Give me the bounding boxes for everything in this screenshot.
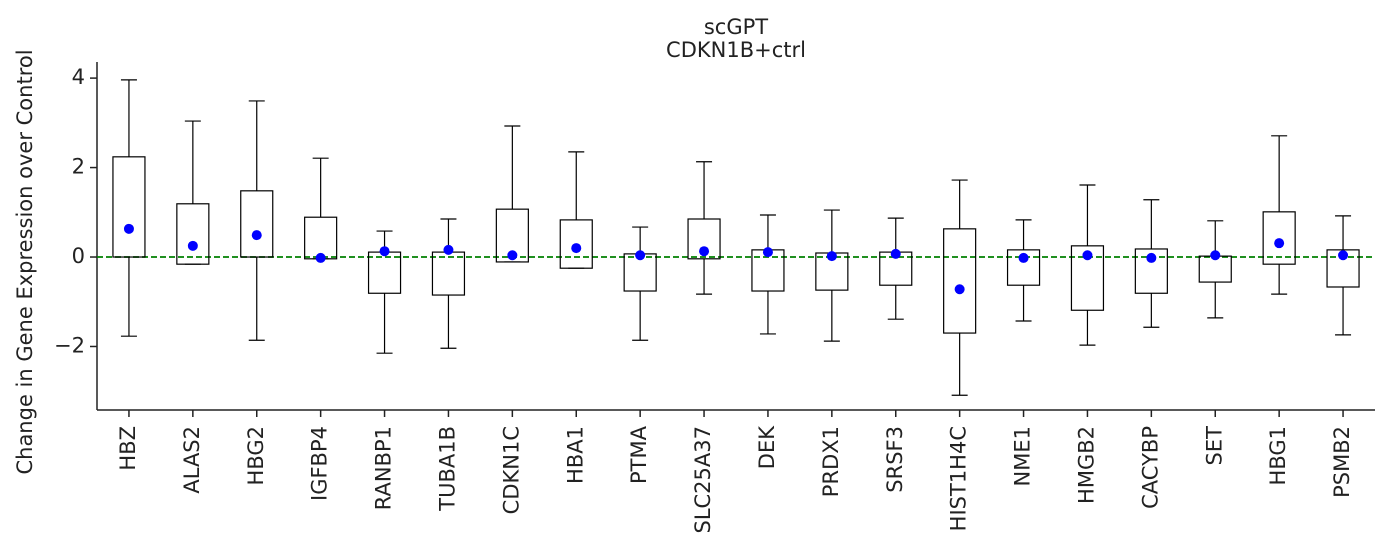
x-tick-label: HBA1 (563, 426, 587, 484)
x-tick-label: PSMB2 (1330, 426, 1354, 498)
box (687, 218, 721, 260)
x-tick-label: HBZ (116, 426, 140, 471)
x-tick-label: PRDX1 (819, 426, 843, 497)
mean-dot (762, 247, 773, 258)
box (1326, 249, 1360, 288)
mean-dot (251, 230, 262, 241)
mean-dot (1082, 250, 1093, 261)
box (495, 208, 529, 263)
x-tick-label: SRSF3 (883, 426, 907, 493)
box (176, 203, 210, 265)
y-axis-label: Change in Gene Expression over Control (13, 49, 37, 474)
x-tick-label: SET (1202, 426, 1226, 466)
box (367, 251, 402, 294)
mean-dot (890, 248, 901, 259)
x-tick-label: CDKN1C (499, 426, 523, 514)
mean-dot (826, 251, 837, 262)
x-tick-label: PTMA (627, 425, 651, 484)
box (304, 216, 338, 260)
x-tick-label: IGFBP4 (308, 426, 332, 501)
x-tick-label: TUBA1B (435, 426, 459, 512)
y-tick-label: −2 (54, 333, 85, 357)
mean-dot (315, 252, 326, 263)
mean-dot (1146, 252, 1157, 263)
x-tick-label: SLC25A37 (691, 426, 715, 534)
mean-dot (1338, 250, 1349, 261)
mean-dot (123, 223, 134, 234)
x-tick-label: NME1 (1011, 426, 1035, 486)
y-tick-label: 2 (72, 155, 85, 179)
x-tick-label: HIST1H4C (947, 426, 971, 531)
chart-subtitle: CDKN1B+ctrl (666, 38, 806, 62)
y-tick-label: 4 (72, 65, 85, 89)
x-tick-label: CACYBP (1138, 426, 1162, 509)
box (240, 190, 274, 258)
box (431, 251, 466, 296)
box (559, 219, 593, 269)
x-tick-label: RANBP1 (372, 426, 396, 510)
box (112, 156, 146, 258)
mean-dot (1274, 238, 1285, 249)
x-tick-label: DEK (755, 425, 779, 469)
box (1134, 248, 1168, 294)
box (1070, 245, 1105, 311)
mean-dot (187, 240, 198, 251)
mean-dot (1210, 250, 1221, 261)
x-tick-label: HBG1 (1266, 426, 1290, 485)
box (1006, 249, 1041, 286)
mean-dot (699, 246, 710, 257)
x-tick-label: HBG2 (244, 426, 268, 485)
mean-dot (443, 244, 454, 255)
mean-dot (507, 250, 518, 261)
mean-dot (1018, 252, 1029, 263)
mean-dot (635, 250, 646, 261)
mean-dot (954, 284, 965, 295)
x-tick-label: ALAS2 (180, 426, 204, 494)
y-tick-label: 0 (72, 244, 85, 268)
mean-dot (379, 246, 390, 257)
x-tick-label: HMGB2 (1074, 426, 1098, 504)
box (943, 228, 977, 334)
box (1262, 211, 1296, 265)
mean-dot (571, 243, 582, 254)
chart-title: scGPT (704, 15, 768, 39)
